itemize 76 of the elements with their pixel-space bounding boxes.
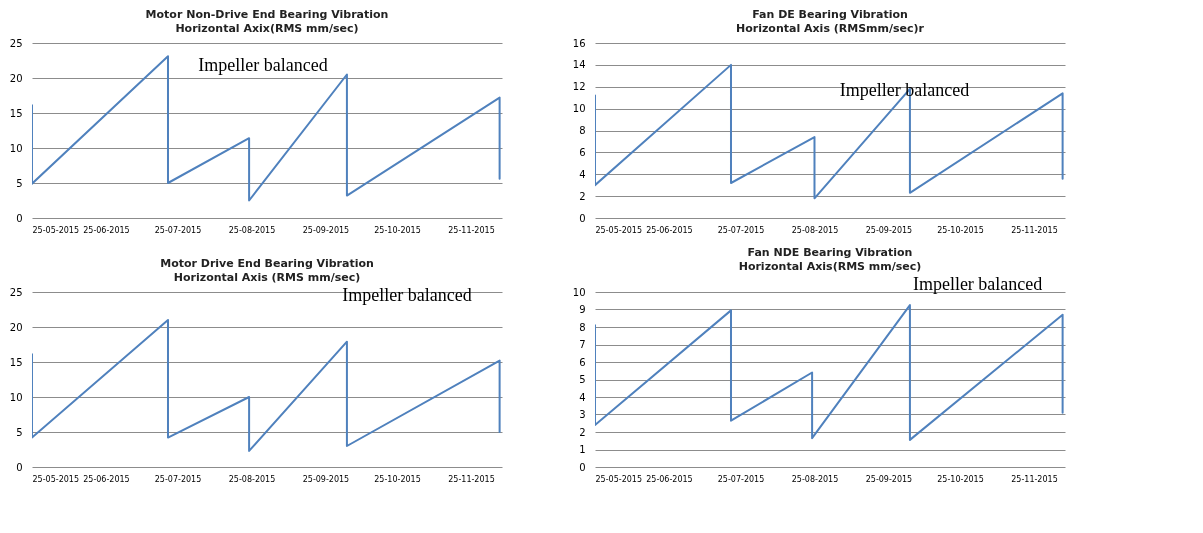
y-tick-label: 0 [16,212,23,224]
chart-title: Motor Drive End Bearing Vibration [160,257,374,270]
y-tick-label: 15 [9,107,23,119]
y-tick-label: 8 [579,125,586,136]
y-tick-label: 6 [579,356,586,368]
y-tick-label: 10 [572,103,586,115]
x-tick-label: 25-08-2015 [228,474,276,484]
chart-title: Fan NDE Bearing Vibration [747,245,913,259]
chart-subtitle: Horizontal Axis(RMS mm/sec) [738,259,922,273]
x-tick-label: 25-05-2015 [32,474,79,484]
x-tick-label: 25-06-2015 [646,474,693,484]
x-tick-label: 25-10-2015 [937,474,984,484]
chart-title: Motor Non-Drive End Bearing Vibration [145,8,389,21]
y-tick-label: 2 [579,426,586,438]
y-tick-label: 14 [572,59,586,71]
annotation: Impeller balanced [912,273,1043,294]
y-tick-label: 10 [9,142,23,154]
y-tick-label: 7 [579,339,586,350]
y-tick-label: 4 [579,391,586,403]
x-tick-label: 25-06-2015 [83,474,130,484]
y-tick-label: 12 [572,81,586,93]
line-series [32,55,501,202]
y-tick-label: 16 [572,37,586,49]
y-tick-label: 5 [16,426,23,438]
x-tick-label: 25-08-2015 [791,474,839,484]
x-tick-label: 25-10-2015 [374,474,421,484]
y-tick-label: 5 [579,374,586,385]
x-tick-label: 25-11-2015 [448,225,495,235]
y-tick-label: 0 [16,461,23,473]
y-tick-label: 15 [9,356,23,368]
y-tick-label: 4 [579,168,586,180]
x-tick-label: 25-09-2015 [302,225,350,235]
x-tick-label: 25-11-2015 [1011,474,1058,484]
y-tick-label: 20 [9,321,23,333]
y-tick-label: 9 [579,304,586,315]
x-tick-label: 25-05-2015 [32,225,79,235]
x-tick-label: 25-07-2015 [717,225,765,235]
x-tick-label: 25-09-2015 [302,474,350,484]
y-tick-label: 3 [579,409,586,420]
x-tick-label: 25-10-2015 [374,225,421,235]
y-tick-label: 8 [579,321,586,333]
x-tick-label: 25-11-2015 [448,474,495,484]
x-tick-label: 25-08-2015 [791,225,839,235]
y-tick-label: 0 [579,212,586,224]
y-tick-label: 25 [9,37,23,49]
x-tick-label: 25-06-2015 [646,225,693,235]
y-tick-label: 10 [572,286,586,298]
line-series [595,304,1064,441]
y-tick-label: 10 [9,391,23,403]
chart-subtitle: Horizontal Axis (RMSmm/sec)r [735,22,925,35]
x-tick-label: 25-07-2015 [154,225,202,235]
x-tick-label: 25-05-2015 [595,474,642,484]
y-tick-label: 1 [579,444,586,455]
line-series [32,319,501,452]
annotation: Impeller balanced [198,55,328,75]
x-tick-label: 25-08-2015 [228,225,276,235]
x-tick-label: 25-10-2015 [937,225,984,235]
x-tick-label: 25-11-2015 [1011,225,1058,235]
y-tick-label: 6 [579,146,586,158]
x-tick-label: 25-06-2015 [83,225,130,235]
x-tick-label: 25-05-2015 [595,225,642,235]
y-tick-label: 25 [9,286,23,298]
x-tick-label: 25-09-2015 [865,474,913,484]
chart-subtitle: Horizontal Axix(RMS mm/sec) [175,22,359,35]
annotation: Impeller balanced [342,285,472,305]
x-tick-label: 25-07-2015 [154,474,202,484]
y-tick-label: 5 [16,177,23,189]
y-tick-label: 0 [579,461,586,473]
y-tick-label: 2 [579,190,586,202]
y-tick-label: 20 [9,72,23,84]
chart-subtitle: Horizontal Axis (RMS mm/sec) [173,271,361,284]
annotation: Impeller balanced [839,79,970,100]
chart-title: Fan DE Bearing Vibration [752,8,908,21]
x-tick-label: 25-07-2015 [717,474,765,484]
x-tick-label: 25-09-2015 [865,225,913,235]
line-series [595,63,1064,200]
